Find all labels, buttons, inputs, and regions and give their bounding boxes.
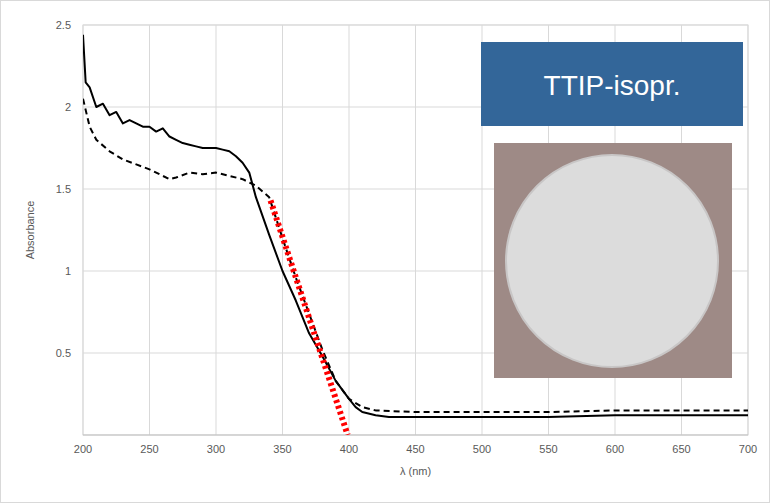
y-tick-label: 0.5 — [56, 347, 71, 359]
plot-frame — [83, 25, 748, 435]
chart-border — [1, 1, 770, 503]
x-tick-label: 700 — [739, 443, 757, 455]
x-tick-label: 450 — [406, 443, 424, 455]
series-line — [271, 200, 348, 435]
x-tick-label: 600 — [606, 443, 624, 455]
x-tick-label: 650 — [672, 443, 690, 455]
series-line — [83, 99, 748, 412]
y-tick-label: 2.5 — [56, 19, 71, 31]
series-line — [83, 35, 748, 417]
y-tick-label: 1.5 — [56, 183, 71, 195]
y-grid-line — [83, 25, 748, 26]
photo-background — [494, 143, 732, 378]
x-tick-label: 550 — [539, 443, 557, 455]
x-tick-label: 400 — [340, 443, 358, 455]
x-grid-line — [415, 25, 416, 435]
x-tick-label: 350 — [273, 443, 291, 455]
x-tick-label: 200 — [74, 443, 92, 455]
x-grid-line — [349, 25, 350, 435]
annotation: TTIP-isopr. — [544, 70, 681, 101]
y-tick-label: 2 — [65, 101, 71, 113]
data-group — [83, 35, 748, 435]
annotation-box — [481, 42, 743, 126]
x-axis-line — [83, 435, 748, 436]
y-tick-label: 1 — [65, 265, 71, 277]
x-tick-label: 500 — [473, 443, 491, 455]
x-grid-line — [216, 25, 217, 435]
photo-sample-disc — [506, 155, 718, 367]
chart: 200 250 300 350 400 450 500 550 600 650 700 0.5 1 1.5… — [0, 0, 770, 503]
y-axis-title: Absorbance — [24, 201, 36, 260]
x-grid-line — [149, 25, 150, 435]
x-grid-line — [748, 25, 749, 435]
x-tick-label: 300 — [207, 443, 225, 455]
x-axis-title: λ (nm) — [400, 465, 431, 477]
x-tick-label: 250 — [140, 443, 158, 455]
x-grid-line — [83, 25, 84, 435]
